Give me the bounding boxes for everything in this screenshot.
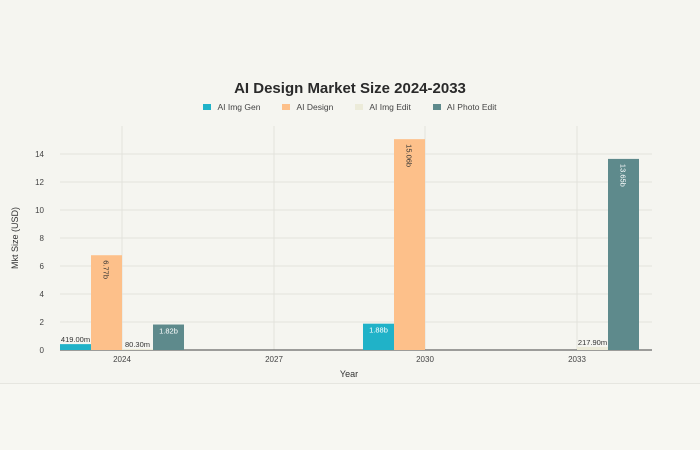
x-axis-title: Year [340, 369, 358, 379]
legend-item-ai-img-gen[interactable]: AI Img Gen [203, 102, 260, 112]
legend-label-ai-design: AI Design [296, 102, 334, 112]
chart-title: AI Design Market Size 2024-2033 [234, 80, 466, 97]
legend-label-ai-photo-edit: AI Photo Edit [446, 102, 497, 112]
y-tick-label-12: 12 [35, 178, 44, 187]
bar-ai-photo-edit-2033 [608, 158, 639, 350]
legend: AI Img Gen AI Design AI Img Edit AI Phot… [0, 102, 700, 112]
legend-item-ai-img-edit[interactable]: AI Img Edit [355, 102, 411, 112]
data-label-ai-design-2030: 15.06b [405, 144, 414, 167]
y-axis-title: Mkt Size (USD) [10, 207, 20, 269]
legend-item-ai-design[interactable]: AI Design [282, 102, 333, 112]
data-label-ai-design-2024: 6.77b [102, 260, 111, 279]
legend-swatch-ai-design [282, 104, 291, 110]
legend-swatch-ai-img-edit [355, 104, 364, 110]
bar-ai-img-gen-2024 [60, 344, 91, 350]
y-tick-label-14: 14 [35, 150, 44, 159]
y-tick-label-8: 8 [40, 234, 45, 243]
legend-label-ai-img-gen: AI Img Gen [217, 102, 261, 112]
y-tick-label-2: 2 [40, 318, 45, 327]
data-label-ai-photo-edit-2024: 1.82b [159, 327, 178, 336]
bar-ai-img-gen-2030 [363, 323, 394, 350]
legend-swatch-ai-photo-edit [432, 104, 441, 110]
data-label-ai-photo-edit-2033: 13.65b [619, 164, 628, 187]
x-tick-label-2033: 2033 [568, 355, 586, 364]
bar-ai-design-2030 [394, 139, 425, 350]
y-tick-label-4: 4 [40, 290, 45, 299]
x-tick-label-2024: 2024 [113, 355, 131, 364]
data-label-ai-img-edit-2033: 217.90m [578, 338, 607, 347]
y-tick-label-6: 6 [40, 262, 45, 271]
data-label-ai-img-gen-2024: 419.00m [61, 335, 90, 344]
legend-item-ai-photo-edit[interactable]: AI Photo Edit [432, 102, 497, 112]
data-label-ai-img-gen-2030: 1.88b [369, 326, 388, 335]
x-tick-label-2030: 2030 [416, 355, 434, 364]
legend-label-ai-img-edit: AI Img Edit [369, 102, 411, 112]
bar-ai-photo-edit-2024 [153, 324, 184, 350]
x-tick-label-2027: 2027 [265, 355, 283, 364]
bottom-strip [0, 383, 700, 450]
bar-ai-design-2024 [91, 255, 122, 350]
bar-ai-img-edit-2033 [577, 346, 608, 350]
bar-ai-img-edit-2024 [122, 348, 153, 350]
y-tick-label-10: 10 [35, 206, 44, 215]
data-label-ai-img-edit-2024: 80.30m [125, 340, 150, 349]
y-tick-label-0: 0 [40, 346, 45, 355]
legend-swatch-ai-img-gen [203, 104, 212, 110]
